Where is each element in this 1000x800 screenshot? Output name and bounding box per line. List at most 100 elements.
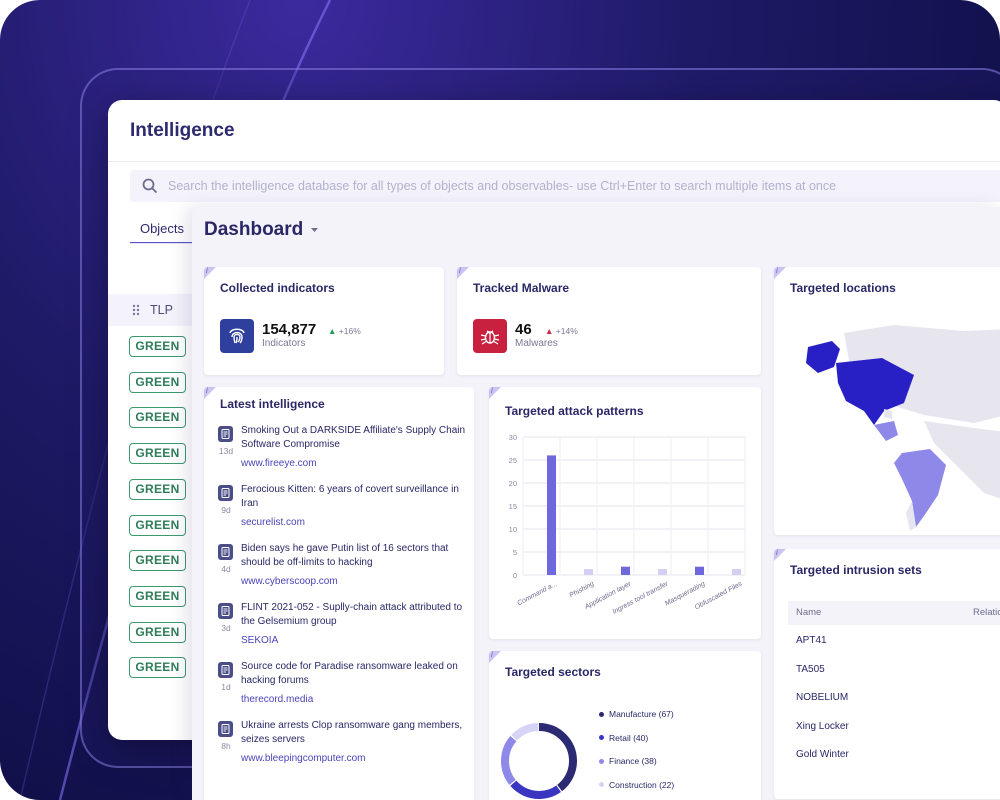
search-input[interactable] xyxy=(168,179,988,193)
news-title[interactable]: Biden says he gave Putin list of 16 sect… xyxy=(241,543,449,568)
y-tick-label: 0 xyxy=(513,571,517,580)
tlp-badge: GREEN xyxy=(129,657,186,679)
info-icon[interactable]: i xyxy=(459,267,461,275)
legend-dot xyxy=(599,735,604,740)
news-title[interactable]: Ferocious Kitten: 6 years of covert surv… xyxy=(241,484,459,509)
info-icon[interactable]: i xyxy=(776,267,778,275)
news-source-link[interactable]: www.fireeye.com xyxy=(241,458,317,469)
news-item[interactable]: 4d Biden says he gave Putin list of 16 se… xyxy=(218,542,468,600)
news-source-link[interactable]: www.cyberscoop.com xyxy=(241,576,338,587)
card-title: Tracked Malware xyxy=(473,281,570,295)
donut-slice xyxy=(501,723,577,799)
news-item[interactable]: 3d FLINT 2021-052 - Suplly-chain attack a… xyxy=(218,601,468,659)
card-title: Targeted sectors xyxy=(505,665,601,679)
map-region-alaska xyxy=(806,341,840,373)
intrusion-set-row[interactable]: Xing Locker xyxy=(796,720,849,732)
card-title: Targeted locations xyxy=(790,281,896,295)
y-tick-label: 15 xyxy=(509,502,517,511)
map-region-brazil xyxy=(894,449,946,527)
news-title[interactable]: Ukraine arrests Clop ransomware gang mem… xyxy=(241,720,463,745)
targeted-sectors-card: i Targeted sectors Manufacture (67) Retai… xyxy=(489,651,761,800)
bar xyxy=(621,566,630,575)
legend-item[interactable]: Manufacture (67) xyxy=(599,709,674,719)
news-item[interactable]: 9d Ferocious Kitten: 6 years of covert su… xyxy=(218,483,468,541)
news-title[interactable]: FLINT 2021-052 - Suplly-chain attack att… xyxy=(241,602,463,627)
legend-item[interactable]: Construction (22) xyxy=(599,780,674,790)
chevron-down-icon[interactable] xyxy=(311,227,319,233)
search-bar[interactable] xyxy=(130,170,1000,202)
legend-dot xyxy=(599,782,604,787)
y-tick-label: 5 xyxy=(513,548,517,557)
drag-handle-icon xyxy=(132,304,140,316)
news-title[interactable]: Smoking Out a DARKSIDE Affiliate's Suppl… xyxy=(241,425,466,450)
world-map xyxy=(806,325,1000,531)
sectors-donut-chart xyxy=(501,723,577,799)
tlp-badge: GREEN xyxy=(129,550,186,572)
indicator-delta: ▲ +16% xyxy=(328,326,361,336)
news-source-link[interactable]: securelist.com xyxy=(241,517,305,528)
tlp-badge: GREEN xyxy=(129,514,186,536)
map-region-mexico xyxy=(874,421,898,441)
column-header-relation[interactable]: Relation xyxy=(973,607,1000,618)
malware-delta: ▲ +14% xyxy=(545,326,578,336)
targeted-intrusion-sets-card: i Targeted intrusion sets Name Relation … xyxy=(774,549,1000,799)
legend-label: Manufacture (67) xyxy=(609,709,674,719)
x-tick-label: Command a... xyxy=(516,581,558,608)
report-icon xyxy=(218,721,233,737)
column-header-name[interactable]: Name xyxy=(796,607,822,618)
news-title[interactable]: Source code for Paradise ransomware leak… xyxy=(241,661,458,686)
info-icon[interactable]: i xyxy=(206,387,208,395)
news-age: 9d xyxy=(221,505,231,515)
intrusion-set-row[interactable]: APT41 xyxy=(796,635,827,646)
targeted-attack-patterns-card: i Targeted attack patterns 0 5 10 15 20 25 30 C… xyxy=(489,387,761,639)
news-source-link[interactable]: therecord.media xyxy=(241,694,314,705)
tab-objects[interactable]: Objects xyxy=(130,216,194,244)
news-age: 3d xyxy=(221,623,231,633)
bar xyxy=(584,569,593,575)
fingerprint-icon xyxy=(220,319,254,353)
dashboard-title-label: Dashboard xyxy=(204,219,304,240)
bar xyxy=(695,566,704,575)
y-tick-label: 20 xyxy=(509,479,517,488)
tlp-header-label: TLP xyxy=(150,303,173,317)
dashboard-title[interactable]: Dashboard xyxy=(204,219,319,241)
news-age: 8h xyxy=(221,741,231,751)
malware-label: Malwares xyxy=(515,338,558,349)
header-divider xyxy=(108,161,1000,162)
info-icon[interactable]: i xyxy=(491,387,493,395)
news-source-link[interactable]: www.bleepingcomputer.com xyxy=(241,753,366,764)
y-tick-label: 25 xyxy=(509,456,517,465)
collected-indicators-card: i Collected indicators 154,877 ▲ +16% In… xyxy=(204,267,444,375)
legend-item[interactable]: Finance (38) xyxy=(599,756,657,766)
tlp-badge: GREEN xyxy=(129,336,186,357)
tlp-badge: GREEN xyxy=(129,478,186,500)
intrusion-set-row[interactable]: TA505 xyxy=(796,663,825,675)
latest-intelligence-card: i Latest intelligence 13d Smoking Out a D… xyxy=(204,387,474,800)
legend-dot xyxy=(599,711,604,717)
legend-label: Finance (38) xyxy=(609,756,657,766)
news-item[interactable]: 13d Smoking Out a DARKSIDE Affiliate's Su… xyxy=(218,424,468,482)
intrusion-set-row[interactable]: NOBELIUM xyxy=(796,692,849,703)
report-icon xyxy=(218,544,233,560)
tlp-badge: GREEN xyxy=(129,407,186,429)
info-icon[interactable]: i xyxy=(206,267,208,275)
legend-item[interactable]: Retail (40) xyxy=(599,733,648,743)
report-icon xyxy=(218,662,233,678)
intrusion-set-row[interactable]: Gold Winter xyxy=(796,749,849,760)
news-item[interactable]: 1d Source code for Paradise ransomware le… xyxy=(218,660,468,718)
info-icon[interactable]: i xyxy=(776,549,778,557)
donut-slice xyxy=(501,723,577,799)
legend-label: Retail (40) xyxy=(609,732,649,743)
tlp-column-header[interactable]: TLP xyxy=(108,294,208,326)
y-tick-label: 30 xyxy=(509,433,517,442)
info-icon[interactable]: i xyxy=(491,651,493,659)
news-source-link[interactable]: SEKOIA xyxy=(241,635,279,646)
bar xyxy=(658,569,667,575)
card-title: Targeted intrusion sets xyxy=(790,563,922,577)
card-title: Targeted attack patterns xyxy=(505,404,644,418)
bar xyxy=(547,455,556,575)
card-title: Collected indicators xyxy=(220,281,335,295)
news-item[interactable]: 8h Ukraine arrests Clop ransomware gang m… xyxy=(218,719,468,777)
report-icon xyxy=(218,426,233,442)
